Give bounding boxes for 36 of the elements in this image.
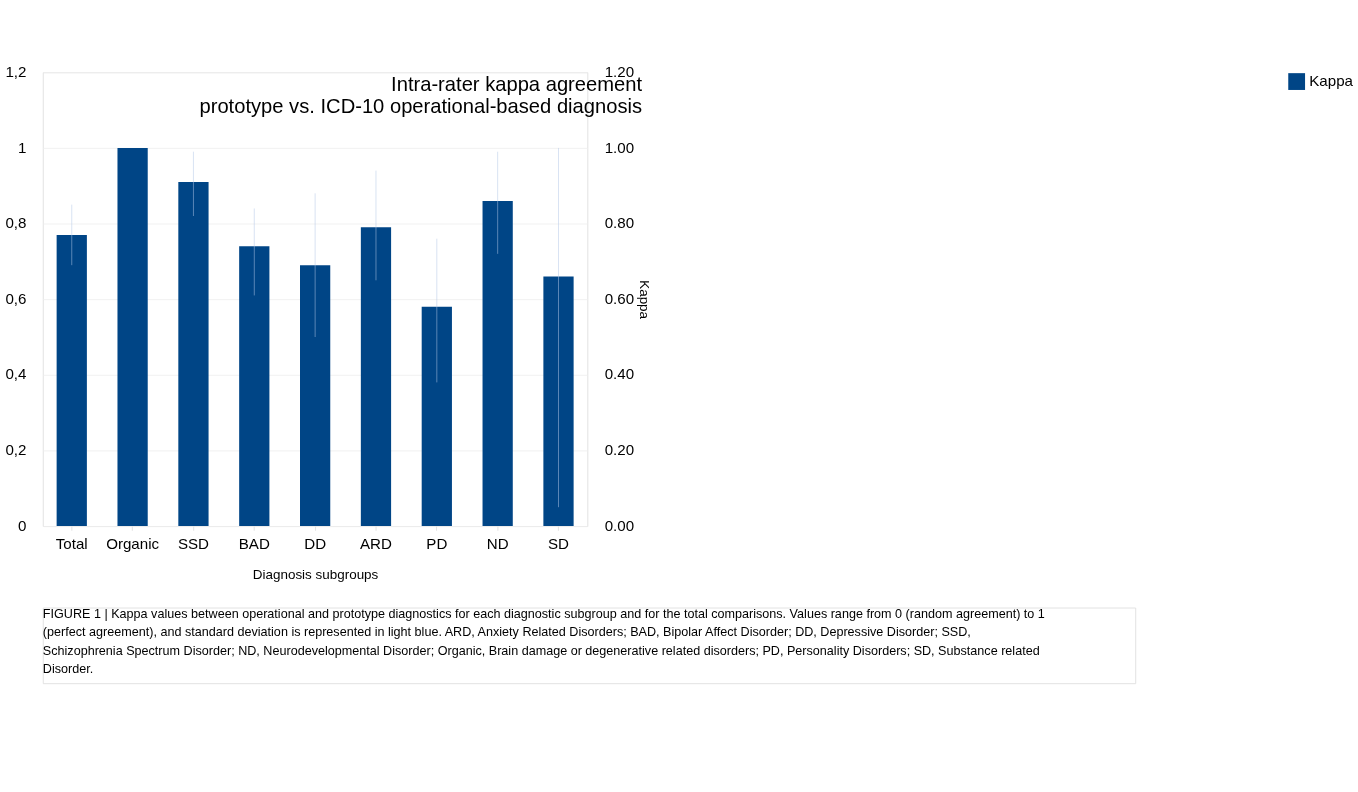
y-tick-label: 0,6 — [5, 289, 27, 307]
x-axis-title: Diagnosis subgroups — [252, 566, 379, 582]
x-tick-label: BAD — [238, 535, 270, 553]
y2-tick-label: 0.60 — [604, 289, 635, 307]
x-tick-label: ND — [486, 535, 509, 553]
x-tick-label: Organic — [106, 535, 160, 553]
y2-axis-title: Kappa — [636, 280, 652, 320]
bar — [56, 234, 87, 527]
x-tick-label: SD — [548, 535, 570, 553]
y2-tick-label: 0.20 — [604, 441, 635, 459]
x-tick-label: SSD — [177, 535, 210, 553]
x-tick-label: PD — [426, 535, 448, 553]
x-tick-label: ARD — [360, 535, 393, 553]
y2-tick-label: 0.80 — [604, 214, 635, 232]
bar — [482, 200, 513, 527]
y-tick-label: 1 — [18, 138, 27, 156]
bar — [421, 306, 452, 527]
x-tick-label: DD — [304, 535, 327, 553]
y-tick-label: 0 — [18, 516, 27, 534]
y2-tick-label: 1.00 — [604, 138, 635, 156]
y-tick-label: 0,4 — [5, 365, 27, 383]
bar — [178, 181, 209, 527]
bar — [300, 265, 331, 527]
bar — [239, 246, 270, 527]
y-tick-label: 0,8 — [5, 214, 27, 232]
bar — [360, 227, 392, 527]
y-tick-label: 0,2 — [5, 441, 27, 459]
y2-tick-label: 1.20 — [604, 62, 635, 80]
y2-tick-label: 0.00 — [604, 516, 635, 534]
y2-tick-label: 0.40 — [604, 365, 635, 383]
x-tick-label: Total — [55, 535, 88, 553]
legend-label: Kappa — [1309, 71, 1354, 89]
bar — [117, 147, 148, 527]
caption: FIGURE 1 | Kappa values between operational and prototype diagnostics for each diagnostic subgroup and for the total comparisons. Values range from 0 (random agreement) to 1 (perfect agreement), and standard deviation is represented in light blue. ARD, Anxiety Related Disorders; BAD, Bipolar Affect Disorder; DD, Depressive Disorder; SSD, Schizophrenia Spectrum Disorder; ND, Neurodevelopmental Disorder; Organic, Brain damage or degenerative related disorders; PD, Personality Disorders; SD, Substance related Disorder. — [42, 606, 1045, 677]
y-tick-label: 1,2 — [5, 62, 27, 80]
bar — [543, 276, 574, 527]
